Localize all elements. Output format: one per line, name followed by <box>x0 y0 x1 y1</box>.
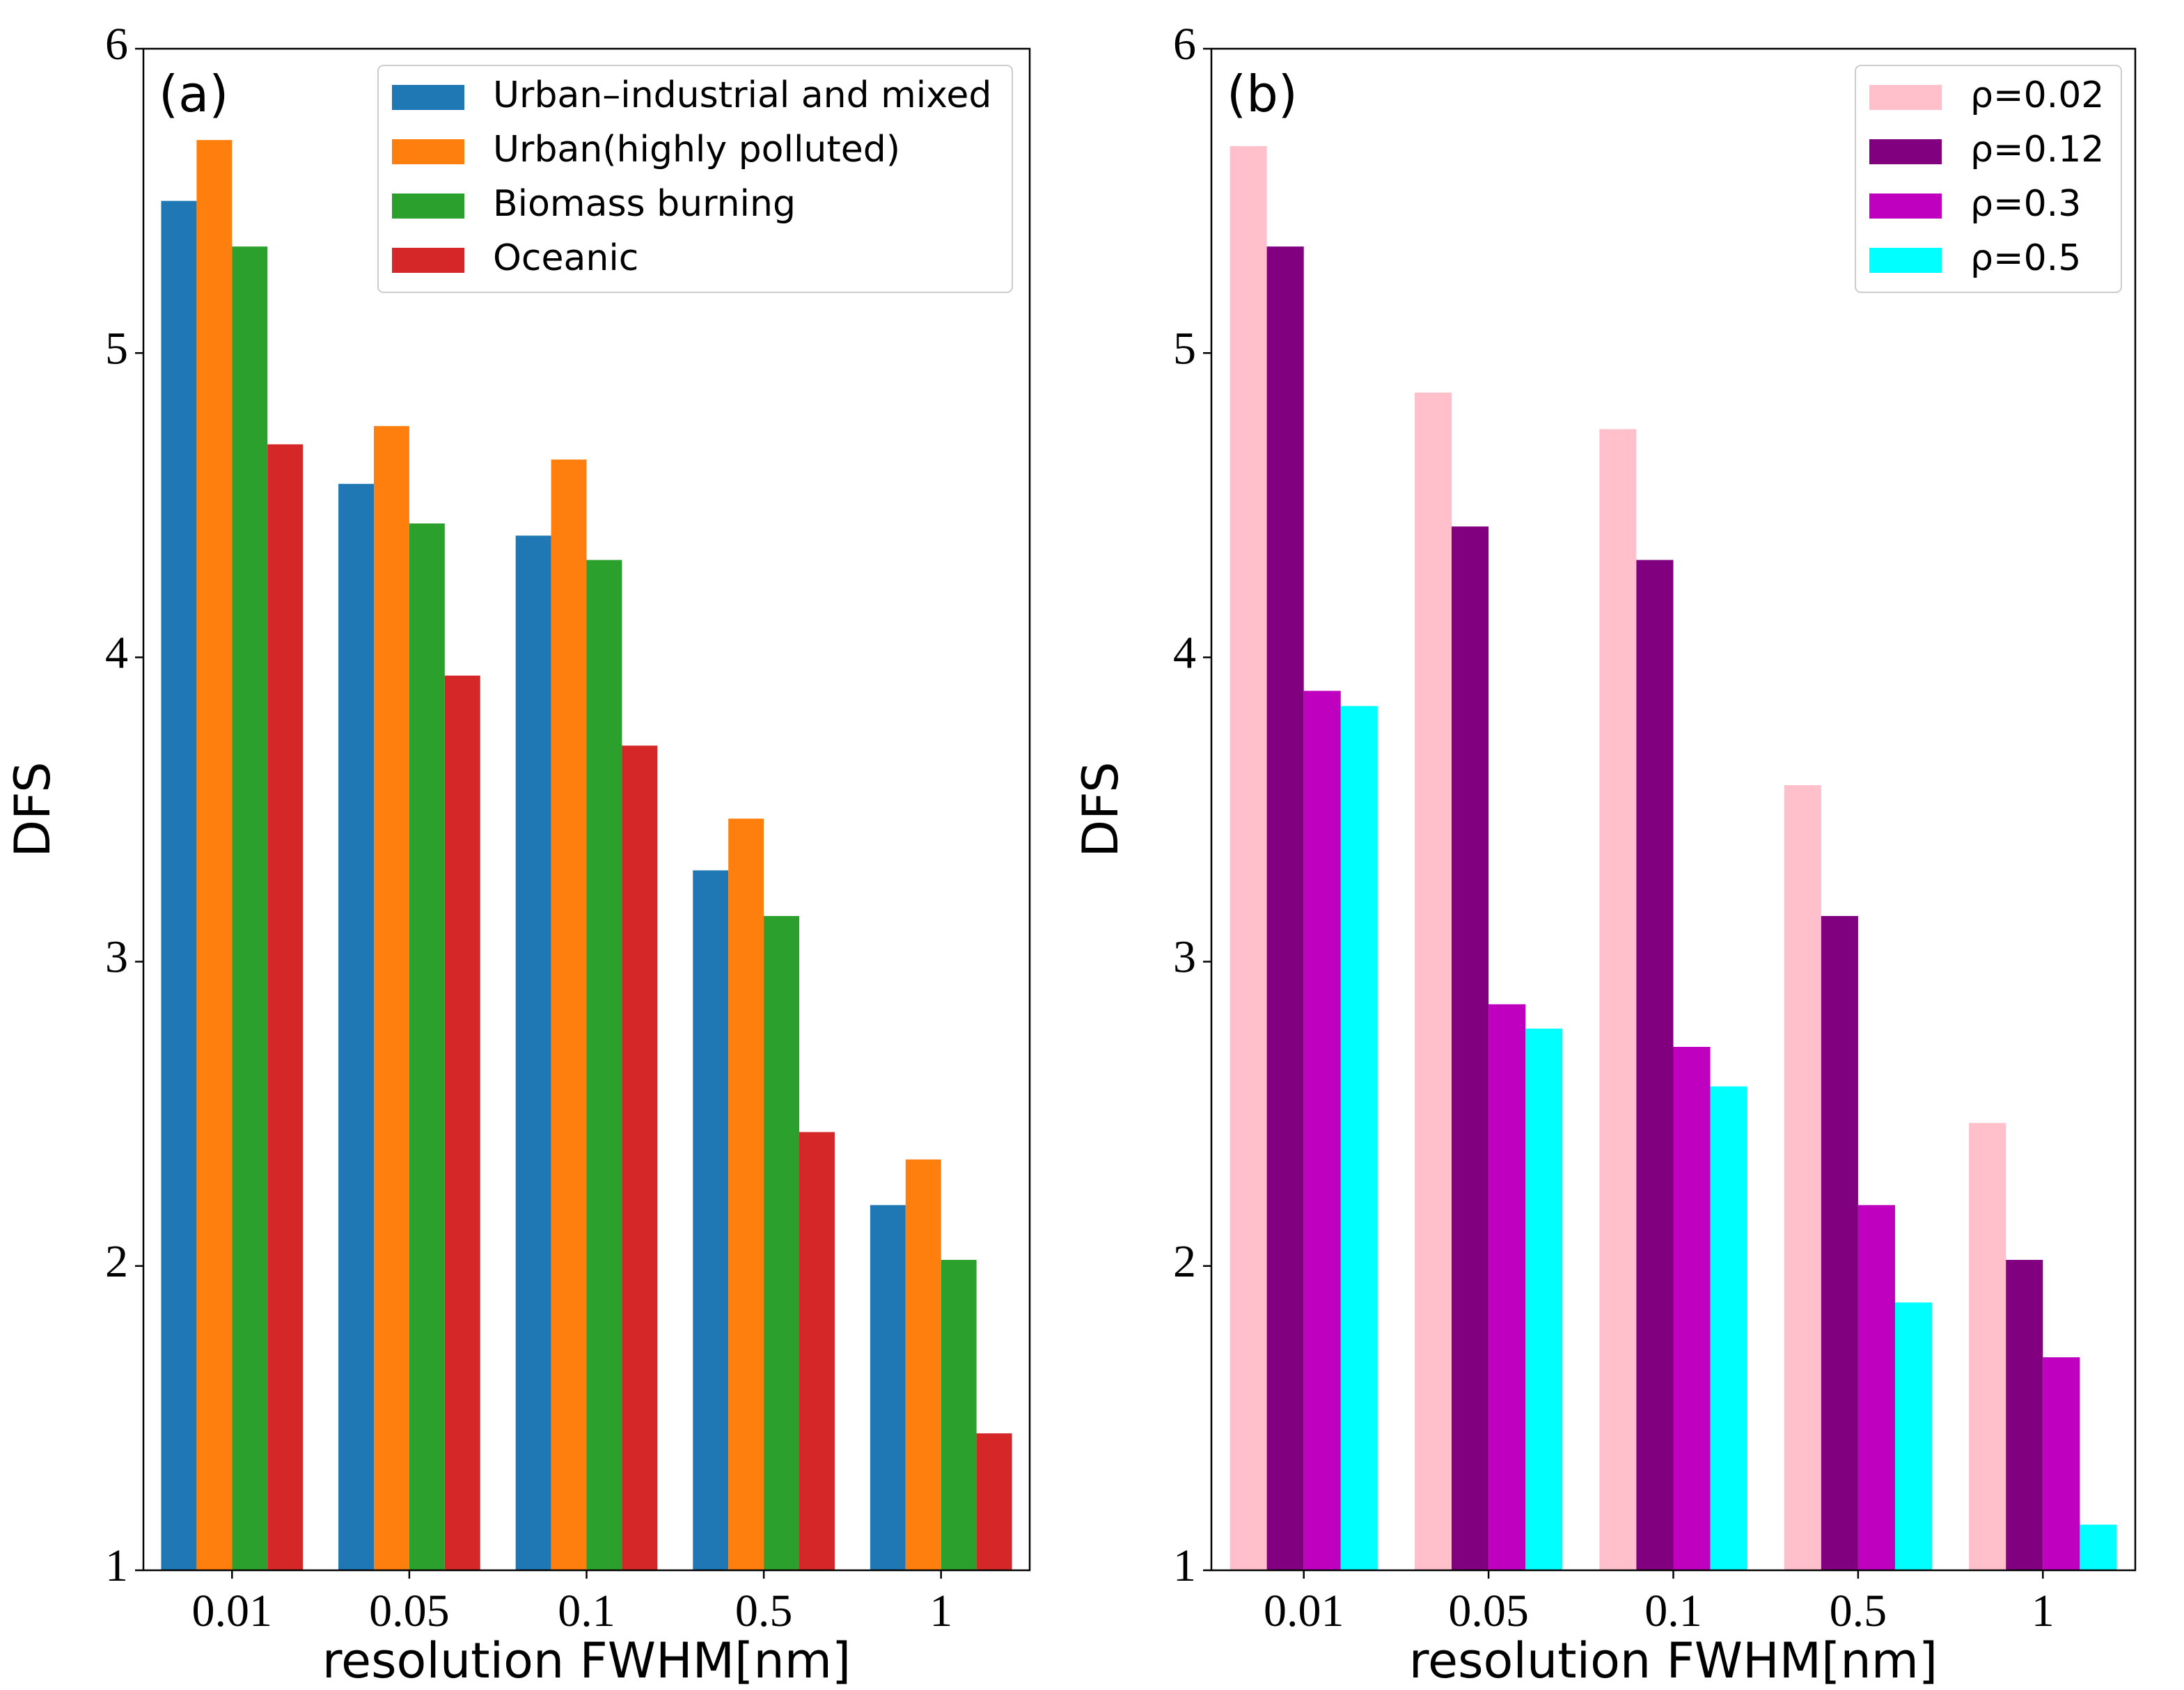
chart0-panel-label: (a) <box>159 65 228 123</box>
chart1-ytick-label-5: 6 <box>1173 19 1196 70</box>
chart0-bar-s0-c1 <box>338 484 374 1571</box>
chart1-y-axis-label: DFS <box>1072 761 1129 857</box>
chart0-ytick-label-2: 3 <box>105 932 128 983</box>
chart1-bar-s1-c0 <box>1266 246 1304 1571</box>
chart0-legend-swatch-0 <box>392 85 464 110</box>
chart0-bar-s3-c3 <box>799 1132 835 1570</box>
chart0-xtick-label-4: 1 <box>929 1586 952 1636</box>
chart1-ytick-label-0: 1 <box>1173 1540 1196 1591</box>
chart1-bar-s3-c4 <box>2080 1524 2117 1570</box>
chart0-bar-s1-c0 <box>196 140 233 1571</box>
chart1-xtick-label-0: 0.01 <box>1264 1586 1344 1636</box>
chart1-ytick-label-3: 4 <box>1173 628 1196 679</box>
chart0-bar-s1-c4 <box>905 1159 941 1570</box>
chart0-bar-s1-c1 <box>373 426 409 1570</box>
chart0-bar-s0-c3 <box>693 870 729 1570</box>
chart1-bar-s0-c4 <box>1969 1123 2006 1570</box>
chart1-bar-s3-c2 <box>1710 1086 1747 1570</box>
chart1-xtick-label-3: 0.5 <box>1830 1586 1887 1636</box>
chart0-y-axis-label: DFS <box>4 761 61 857</box>
chart1-xtick-label-2: 0.1 <box>1644 1586 1702 1636</box>
chart0-xtick-label-2: 0.1 <box>558 1586 615 1636</box>
chart1-bar-s1-c3 <box>1821 916 1858 1570</box>
chart1-legend-box <box>1855 65 2122 293</box>
chart0-legend-swatch-1 <box>392 139 464 164</box>
chart0-bar-s3-c4 <box>976 1433 1012 1570</box>
chart0-legend-label-0: Urban–industrial and mixed <box>493 74 991 116</box>
chart0-legend-swatch-3 <box>392 248 464 273</box>
chart1-legend-swatch-3 <box>1869 248 1942 273</box>
chart1-legend-label-1: ρ=0.12 <box>1970 129 2104 171</box>
chart1-bar-s2-c2 <box>1673 1047 1711 1570</box>
chart0-bar-s0-c0 <box>161 200 197 1571</box>
chart1-bar-s0-c2 <box>1599 429 1637 1570</box>
chart1-legend-swatch-0 <box>1869 85 1942 110</box>
chart1-legend-label-2: ρ=0.3 <box>1970 183 2081 225</box>
chart0-ytick-label-3: 4 <box>105 628 128 679</box>
chart1-bar-s0-c1 <box>1414 393 1452 1570</box>
chart0-bar-s3-c1 <box>444 675 480 1570</box>
chart0-ytick-label-0: 1 <box>105 1540 128 1591</box>
chart0-x-axis-label: resolution FWHM[nm] <box>322 1632 851 1689</box>
chart1-legend-label-3: ρ=0.5 <box>1970 237 2081 279</box>
chart1-bar-s1-c1 <box>1452 526 1489 1570</box>
chart0-xtick-label-0: 0.01 <box>192 1586 273 1636</box>
chart0-ytick-label-1: 2 <box>105 1236 128 1287</box>
chart0-bar-s1-c2 <box>551 459 587 1570</box>
chart1-bar-s0-c3 <box>1784 785 1821 1570</box>
chart1-bar-s2-c1 <box>1488 1004 1526 1570</box>
chart1-legend-swatch-1 <box>1869 139 1942 164</box>
chart1-bar-s2-c3 <box>1857 1205 1895 1570</box>
chart0-xtick-label-3: 0.5 <box>735 1586 793 1636</box>
chart0-bar-s2-c0 <box>232 246 268 1571</box>
chart0-xtick-label-1: 0.05 <box>369 1586 450 1636</box>
chart1-bar-s2-c4 <box>2043 1357 2080 1570</box>
chart0-bar-s1-c3 <box>728 819 764 1570</box>
chart1-panel-label: (b) <box>1227 65 1298 123</box>
chart1-xtick-label-4: 1 <box>2032 1586 2055 1636</box>
chart0-bar-s2-c3 <box>764 916 800 1570</box>
chart0-bar-s2-c4 <box>941 1260 977 1570</box>
chart0-bar-s3-c0 <box>267 444 304 1570</box>
chart1-xtick-label-1: 0.05 <box>1448 1586 1529 1636</box>
chart1-x-axis-label: resolution FWHM[nm] <box>1409 1632 1938 1689</box>
chart1-ytick-label-4: 5 <box>1173 323 1196 374</box>
chart0-legend-swatch-2 <box>392 194 464 219</box>
chart0-legend-label-3: Oceanic <box>493 237 638 279</box>
chart1-bar-s3-c1 <box>1525 1028 1563 1570</box>
chart0-ytick-label-5: 6 <box>105 19 128 70</box>
chart1-bar-s3-c0 <box>1340 706 1378 1570</box>
chart0-ytick-label-4: 5 <box>105 323 128 374</box>
chart0-bar-s0-c4 <box>870 1205 906 1570</box>
chart0-legend-label-1: Urban(highly polluted) <box>493 129 900 171</box>
chart1-legend-label-0: ρ=0.02 <box>1970 74 2104 116</box>
chart0-bar-s2-c2 <box>586 560 622 1570</box>
chart1-bar-s3-c3 <box>1894 1302 1933 1570</box>
chart0-legend-label-2: Biomass burning <box>493 183 796 225</box>
chart0-legend-box <box>377 65 1013 293</box>
chart1-bar-s1-c2 <box>1636 560 1674 1570</box>
chart1-ytick-label-1: 2 <box>1173 1236 1196 1287</box>
chart1-ytick-label-2: 3 <box>1173 932 1196 983</box>
chart0-bar-s2-c1 <box>409 523 445 1570</box>
chart1-legend-swatch-2 <box>1869 194 1942 219</box>
chart1-bar-s1-c4 <box>2006 1260 2043 1570</box>
chart1-bar-s0-c0 <box>1230 145 1267 1570</box>
chart0-bar-s0-c2 <box>515 535 551 1570</box>
chart1-bar-s2-c0 <box>1303 690 1341 1570</box>
chart0-bar-s3-c2 <box>622 745 658 1570</box>
